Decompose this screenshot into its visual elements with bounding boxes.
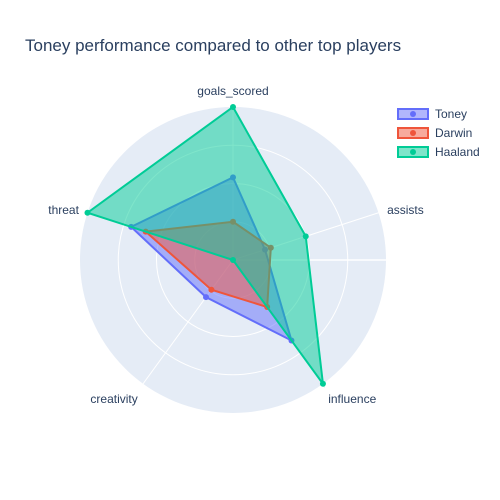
data-point-haaland-influence <box>320 381 326 387</box>
legend-label-darwin: Darwin <box>435 126 472 140</box>
legend-item-toney[interactable]: Toney <box>398 107 467 121</box>
axis-label-creativity: creativity <box>90 392 137 406</box>
axis-label-threat: threat <box>48 203 79 217</box>
chart-title: Toney performance compared to other top … <box>25 36 401 55</box>
data-point-toney-creativity <box>203 294 209 300</box>
data-point-darwin-creativity <box>208 287 214 293</box>
legend-label-haaland: Haaland <box>435 145 480 159</box>
legend-item-haaland[interactable]: Haaland <box>398 145 480 159</box>
legend-marker-darwin <box>410 130 416 136</box>
data-point-haaland-creativity <box>230 257 236 263</box>
data-point-haaland-threat <box>84 210 90 216</box>
legend-marker-haaland <box>410 149 416 155</box>
legend: Toney Darwin Haaland <box>398 107 480 159</box>
axis-label-assists: assists <box>387 203 424 217</box>
legend-item-darwin[interactable]: Darwin <box>398 126 472 140</box>
data-point-haaland-goals_scored <box>230 104 236 110</box>
axis-label-goals_scored: goals_scored <box>197 84 268 98</box>
legend-marker-toney <box>410 111 416 117</box>
data-point-haaland-assists <box>303 233 309 239</box>
legend-label-toney: Toney <box>435 107 467 121</box>
axis-label-influence: influence <box>328 392 376 406</box>
